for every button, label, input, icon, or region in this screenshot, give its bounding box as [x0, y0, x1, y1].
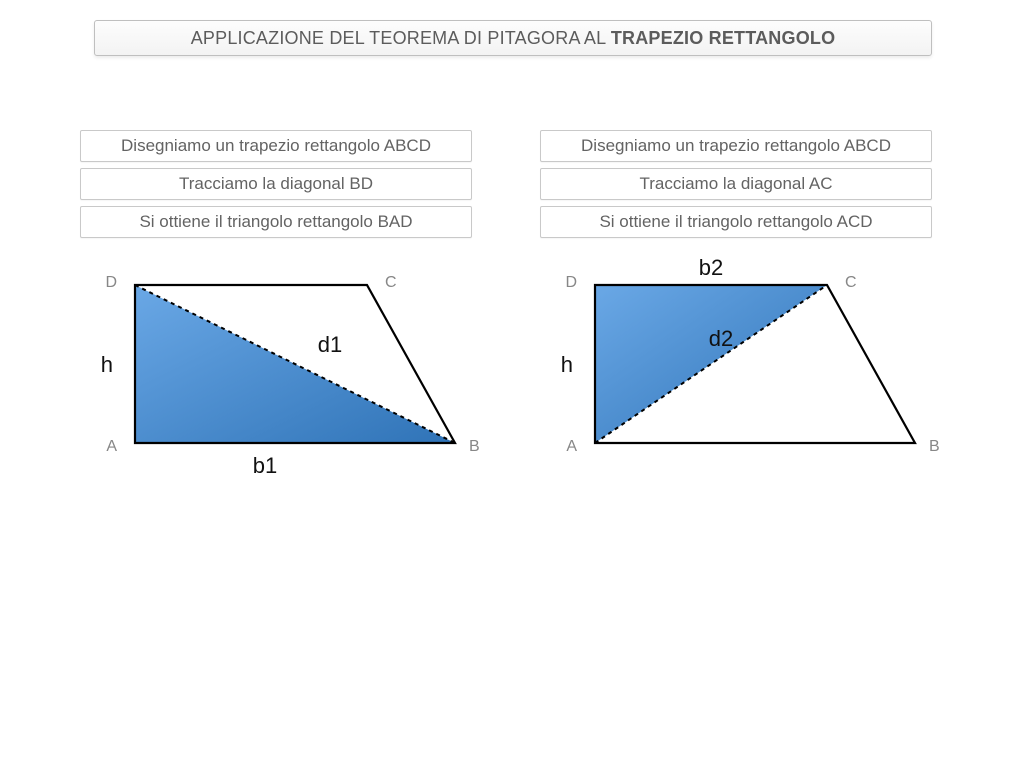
svg-text:D: D [105, 274, 117, 291]
page: APPLICAZIONE DEL TEOREMA DI PITAGORA AL … [0, 0, 1024, 768]
svg-text:A: A [566, 438, 577, 455]
title-strong: TRAPEZIO RETTANGOLO [611, 28, 835, 48]
right-instruction-2: Tracciamo la diagonal AC [540, 168, 932, 200]
right-instruction-3: Si ottiene il triangolo rettangolo ACD [540, 206, 932, 238]
svg-text:h: h [561, 352, 573, 377]
svg-text:h: h [101, 352, 113, 377]
svg-text:b1: b1 [253, 453, 277, 478]
left-figure: D C A Bh b1 d1 [75, 253, 495, 493]
page-title: APPLICAZIONE DEL TEOREMA DI PITAGORA AL … [94, 20, 932, 56]
svg-text:B: B [929, 438, 940, 455]
svg-text:b2: b2 [699, 255, 723, 280]
svg-text:C: C [845, 274, 857, 291]
svg-text:d1: d1 [318, 332, 342, 357]
left-column: Disegniamo un trapezio rettangolo ABCD T… [80, 130, 495, 493]
svg-text:C: C [385, 274, 397, 291]
title-prefix: APPLICAZIONE DEL TEOREMA DI PITAGORA AL [191, 28, 611, 48]
left-instruction-3: Si ottiene il triangolo rettangolo BAD [80, 206, 472, 238]
left-instruction-2: Tracciamo la diagonal BD [80, 168, 472, 200]
svg-text:d2: d2 [709, 326, 733, 351]
svg-text:D: D [565, 274, 577, 291]
left-instruction-1: Disegniamo un trapezio rettangolo ABCD [80, 130, 472, 162]
right-instruction-1: Disegniamo un trapezio rettangolo ABCD [540, 130, 932, 162]
svg-text:A: A [106, 438, 117, 455]
right-column: Disegniamo un trapezio rettangolo ABCD T… [540, 130, 955, 493]
right-figure: D C A Bh b2 d2 [535, 253, 955, 493]
svg-text:B: B [469, 438, 480, 455]
